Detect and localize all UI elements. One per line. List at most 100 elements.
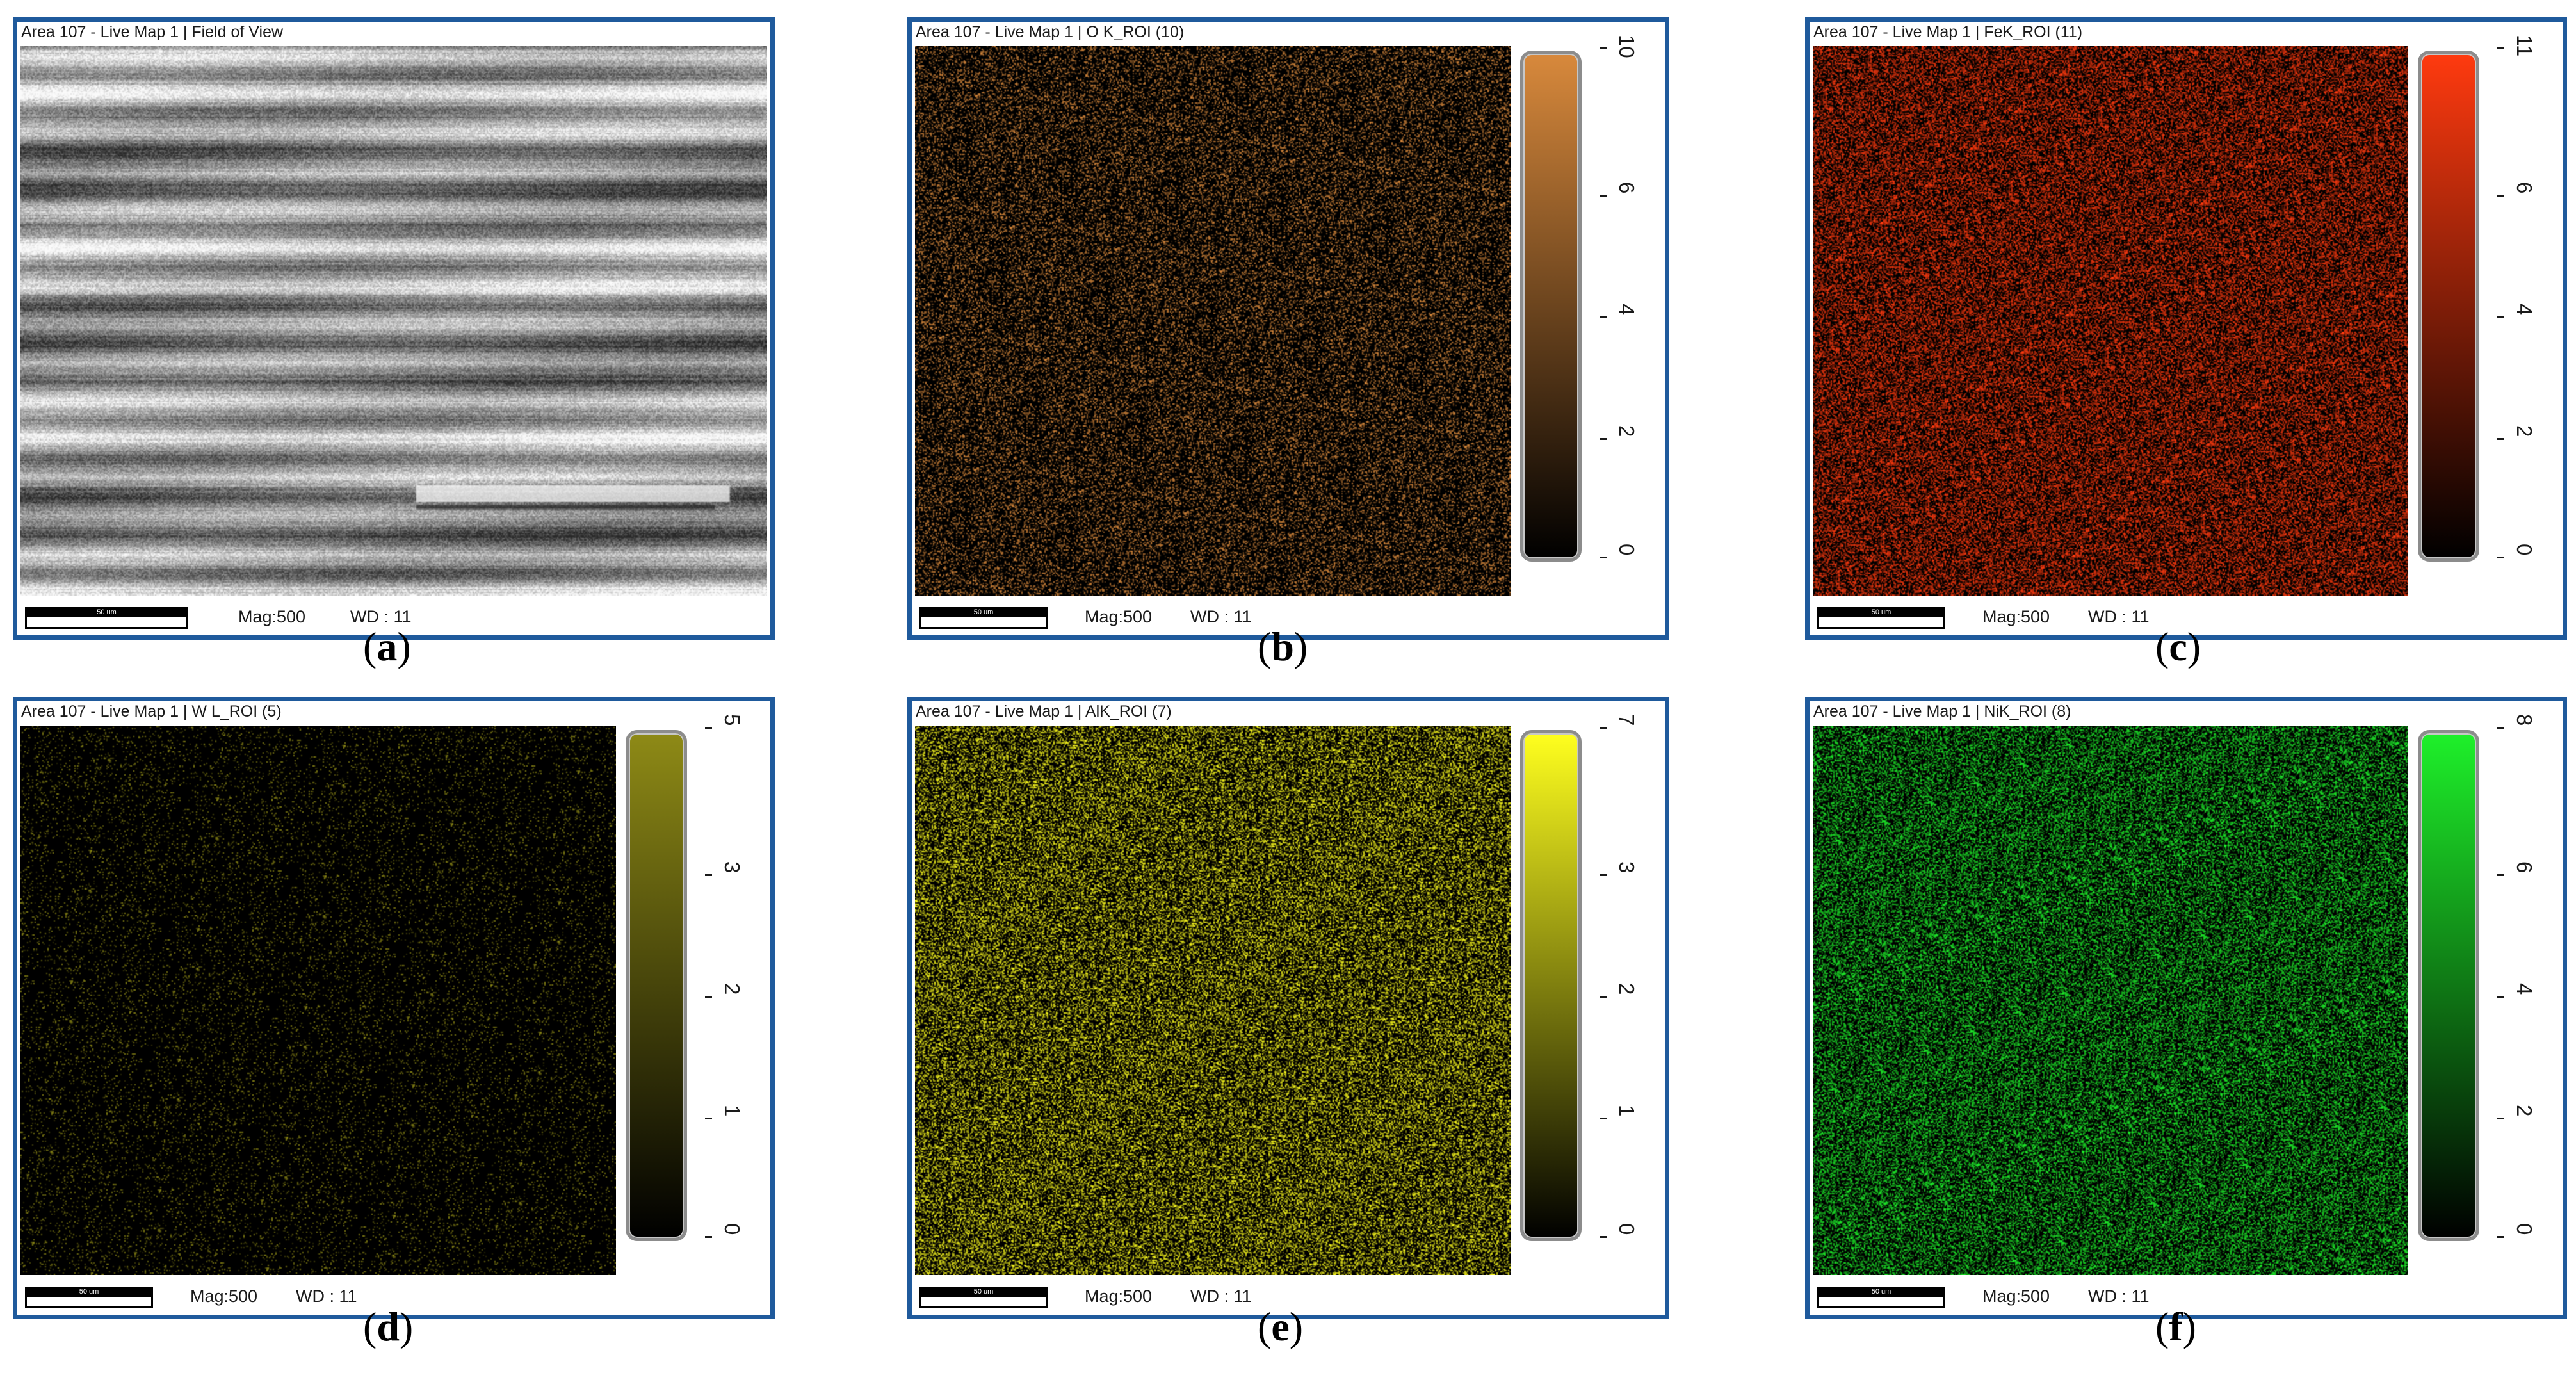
tick-mark [1600,438,1607,440]
tick-label: 3 [1615,861,1639,874]
tick-mark [705,1118,712,1119]
panel-footer: 50 um Mag:500 WD : 11 [17,602,770,635]
color-scale-bar [626,730,687,1241]
tick-mark [705,874,712,876]
working-distance-label: WD : 11 [1190,607,1252,626]
element-map-image [1813,726,2408,1275]
magnification-label: Mag:500 [1085,607,1153,626]
caption-letter: c [2169,624,2187,669]
tick-label: 3 [720,861,744,874]
color-scale-tick: 0 [1600,544,1664,572]
tick-mark [2497,1118,2504,1119]
scale-bar-fill [27,609,186,617]
panel-caption-d: (d) [363,1304,414,1349]
color-scale-tick: 6 [2497,182,2561,210]
scale-bar-fill [1819,609,1943,617]
tick-label: 2 [2513,425,2536,437]
color-scale-tick: 5 [705,714,769,742]
tick-mark [705,996,712,998]
panel-title: Area 107 - Live Map 1 | O K_ROI (10) [916,23,1185,41]
caption-letter: e [1271,1304,1290,1349]
color-scale-bar [2418,51,2479,562]
tick-mark [1600,47,1607,49]
panel-a: Area 107 - Live Map 1 | Field of View 50 … [13,17,775,640]
working-distance-label: WD : 11 [2088,607,2150,626]
working-distance-label: WD : 11 [350,607,412,626]
color-scale-tick: 3 [705,861,769,890]
tick-label: 0 [720,1223,744,1235]
tick-label: 0 [1615,544,1639,556]
panel-f: Area 107 - Live Map 1 | NiK_ROI (8) 8 6 4 2 0… [1805,697,2567,1319]
scale-bar-label: 50 um [973,1288,994,1296]
color-scale-tick: 2 [2497,425,2561,453]
color-scale-tick: 7 [1600,714,1664,742]
panel-c: Area 107 - Live Map 1 | FeK_ROI (11) 11 6 4… [1805,17,2567,640]
panel-b: Area 107 - Live Map 1 | O K_ROI (10) 10 6 4… [907,17,1669,640]
panel-footer: 50 um Mag:500 WD : 11 [1810,602,2563,635]
tick-mark [1600,316,1607,318]
tick-mark [2497,557,2504,558]
color-scale-tick: 6 [1600,182,1664,210]
color-scale-tick: 4 [1600,304,1664,332]
color-scale-tick: 2 [2497,1105,2561,1133]
scale-bar: 50 um [919,607,1048,629]
scale-bar-fill [921,609,1046,617]
scale-bar: 50 um [25,607,188,629]
tick-mark [705,727,712,729]
scale-bar-fill [27,1289,151,1297]
color-scale-tick: 2 [1600,425,1664,453]
tick-mark [1600,996,1607,998]
tick-label: 10 [1615,35,1639,58]
tick-label: 4 [1615,304,1639,316]
panel-footer: 50 um Mag:500 WD : 11 [17,1281,770,1315]
tick-label: 0 [2513,1223,2536,1235]
tick-label: 2 [2513,1105,2536,1117]
color-scale-tick: 2 [1600,983,1664,1011]
magnification-label: Mag:500 [1982,1287,2050,1306]
panel-d: Area 107 - Live Map 1 | W L_ROI (5) 5 3 2 1 0… [13,697,775,1319]
element-map-image [1813,46,2408,596]
caption-letter: f [2169,1304,2183,1349]
panel-footer: 50 um Mag:500 WD : 11 [912,602,1665,635]
scale-bar: 50 um [919,1287,1048,1308]
tick-label: 0 [2513,544,2536,556]
tick-label: 0 [1615,1223,1639,1235]
tick-mark [1600,727,1607,729]
tick-label: 1 [1615,1105,1639,1117]
tick-label: 2 [720,983,744,995]
magnification-label: Mag:500 [1982,607,2050,626]
scale-bar: 50 um [1817,1287,1945,1308]
tick-label: 6 [2513,182,2536,194]
tick-label: 4 [2513,304,2536,316]
color-scale-bar [1520,730,1582,1241]
scale-bar-label: 50 um [1871,1288,1891,1296]
panel-title: Area 107 - Live Map 1 | FeK_ROI (11) [1813,23,2083,41]
tick-label: 1 [720,1105,744,1117]
panel-caption-c: (c) [2155,624,2201,669]
tick-mark [2497,996,2504,998]
working-distance-label: WD : 11 [1190,1287,1252,1306]
color-scale-tick: 0 [705,1223,769,1251]
color-scale-tick: 1 [1600,1105,1664,1133]
scale-bar-fill [1819,1289,1943,1297]
tick-label: 7 [1615,714,1639,726]
tick-mark [1600,1236,1607,1238]
color-scale-tick: 0 [1600,1223,1664,1251]
magnification-label: Mag:500 [238,607,306,626]
tick-mark [705,1236,712,1238]
tick-mark [2497,438,2504,440]
scale-bar: 50 um [25,1287,153,1308]
panel-caption-a: (a) [363,624,411,669]
magnification-label: Mag:500 [1085,1287,1153,1306]
color-scale-tick: 4 [2497,304,2561,332]
tick-mark [2497,195,2504,197]
tick-mark [2497,316,2504,318]
tick-mark [2497,874,2504,876]
color-scale-tick: 6 [2497,861,2561,890]
caption-letter: a [377,624,398,669]
element-map-image [915,726,1511,1275]
caption-letter: d [377,1304,400,1349]
scale-bar-label: 50 um [97,608,117,616]
panel-caption-e: (e) [1258,1304,1304,1349]
color-scale-bar [1520,51,1582,562]
